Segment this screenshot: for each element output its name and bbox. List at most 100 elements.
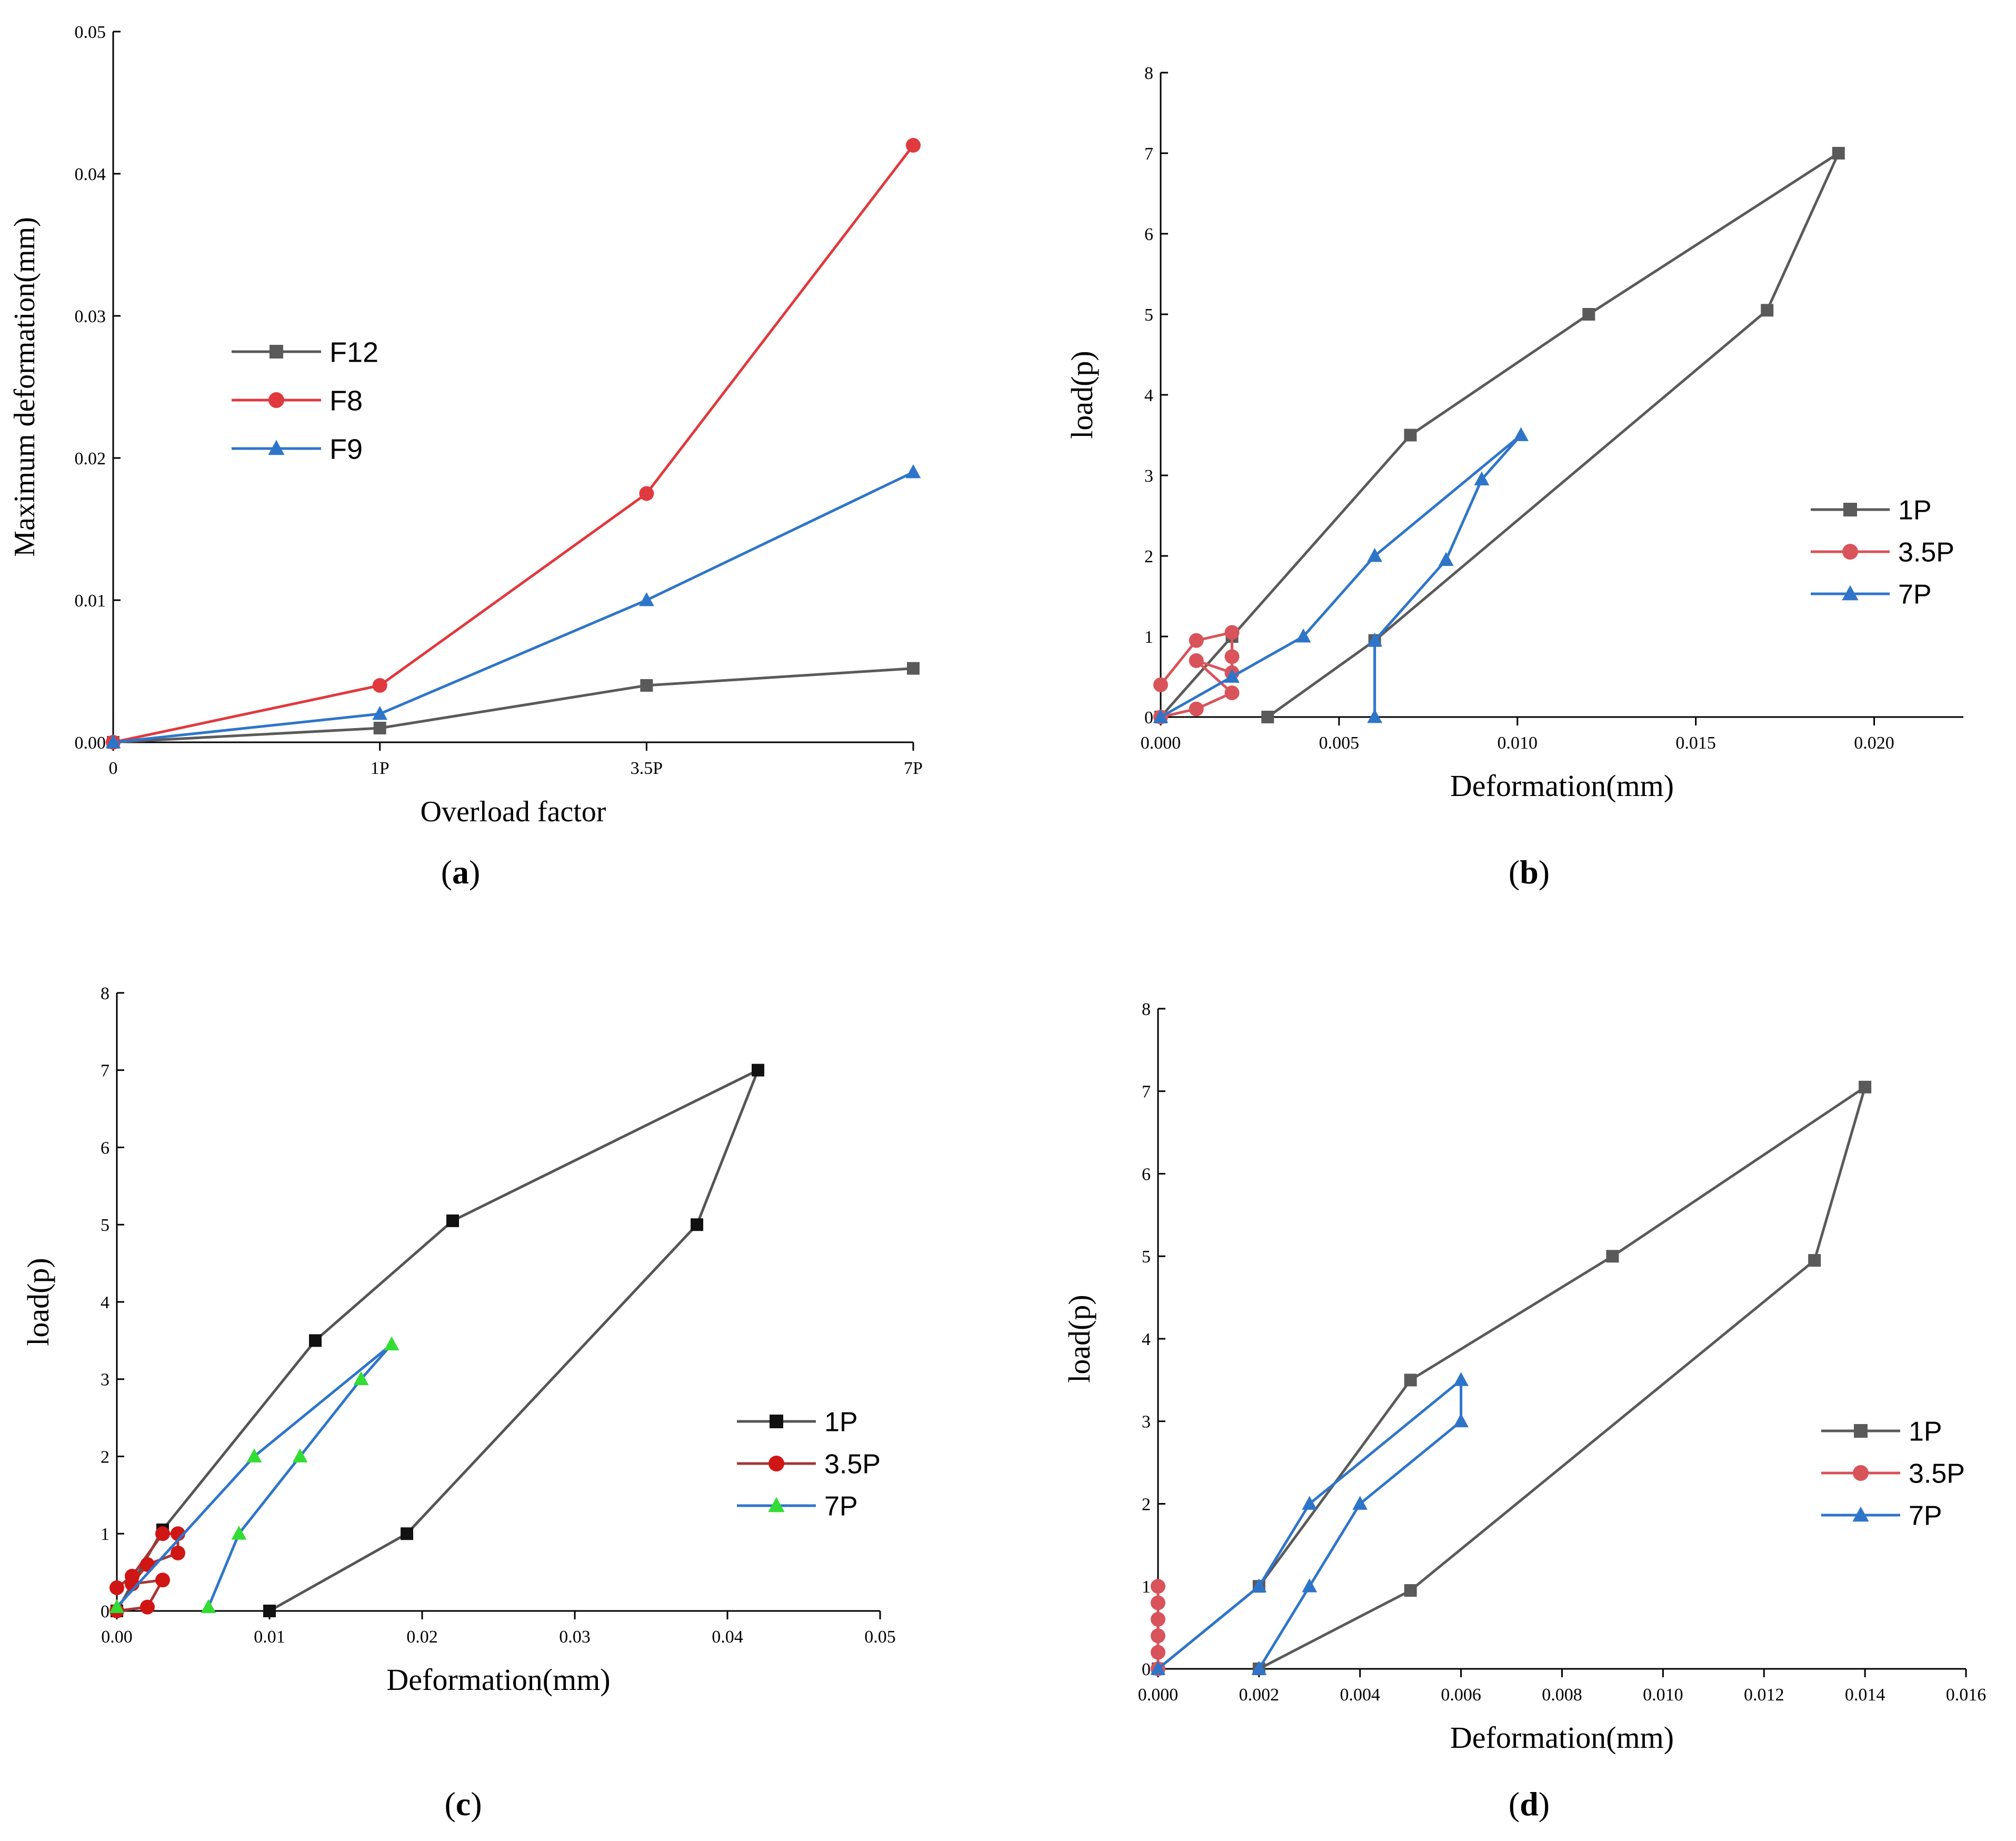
x-tick-label: 0.012 bbox=[1744, 1685, 1784, 1705]
legend: 1P 3.5P 7P bbox=[1811, 495, 1954, 610]
x-tick-label: 0.02 bbox=[406, 1627, 438, 1647]
panel-label: (b) bbox=[1509, 853, 1550, 891]
y-tick-label: 1 bbox=[101, 1525, 109, 1544]
series-7p bbox=[1153, 427, 1529, 723]
y-tick-label: 5 bbox=[101, 1216, 109, 1235]
data-point bbox=[263, 1605, 276, 1617]
legend-label: 1P bbox=[1909, 1417, 1942, 1447]
legend-label: 7P bbox=[1898, 580, 1932, 610]
legend: 1P 3.5P 7P bbox=[737, 1407, 881, 1522]
legend-label: F9 bbox=[330, 433, 363, 465]
chart-b: 0 1 2 3 4 5 6 7 8 0.000 0.005 0.010 0.015 0.020 Deform… bbox=[1065, 64, 1963, 891]
x-axis-label: Overload factor bbox=[421, 795, 606, 828]
x-tick-label: 7P bbox=[904, 759, 923, 778]
data-point bbox=[1474, 471, 1490, 485]
data-point bbox=[109, 1599, 125, 1614]
chart-c: 0 1 2 3 4 5 6 7 8 0.00 0.01 0.02 0.03 0.04 0.05 Deforma… bbox=[21, 984, 896, 1823]
x-axis-label: Deformation(mm) bbox=[386, 1663, 610, 1697]
legend-marker bbox=[769, 1456, 784, 1471]
y-tick-label: 0.05 bbox=[75, 23, 106, 42]
data-point bbox=[353, 1371, 369, 1386]
legend-marker bbox=[270, 345, 283, 359]
data-point bbox=[1189, 633, 1204, 648]
data-point bbox=[1224, 669, 1240, 683]
x-tick-label: 0.010 bbox=[1643, 1685, 1683, 1705]
y-tick-label: 4 bbox=[101, 1293, 109, 1312]
legend-marker bbox=[1853, 1465, 1869, 1481]
data-point bbox=[1251, 1578, 1267, 1593]
series-7p bbox=[1150, 1372, 1469, 1675]
legend-marker bbox=[770, 1415, 783, 1428]
data-point bbox=[231, 1526, 247, 1540]
chart-d: 0 1 2 3 4 5 6 7 8 0.000 0.002 0.004 0.006 0.008 0.010 0… bbox=[1062, 1000, 1986, 1823]
series-line bbox=[1157, 1378, 1463, 1670]
y-tick-label: 6 bbox=[1144, 225, 1153, 244]
data-point bbox=[1832, 147, 1845, 160]
data-point bbox=[446, 1214, 459, 1227]
y-tick-label: 7 bbox=[1142, 1082, 1151, 1102]
data-point bbox=[1189, 701, 1204, 717]
data-point bbox=[907, 662, 920, 675]
data-point bbox=[1438, 552, 1454, 566]
data-point bbox=[201, 1599, 216, 1614]
data-point bbox=[640, 679, 653, 692]
legend-marker bbox=[268, 440, 285, 455]
legend: F12 F8 F9 bbox=[232, 336, 378, 465]
legend-marker bbox=[768, 1497, 785, 1512]
data-point bbox=[372, 705, 388, 720]
data-point bbox=[105, 734, 121, 749]
y-axis-label: load(p) bbox=[1062, 1295, 1096, 1383]
legend-marker bbox=[1843, 503, 1857, 516]
data-point bbox=[1453, 1413, 1469, 1428]
data-point bbox=[1151, 1645, 1165, 1660]
series-7p bbox=[109, 1336, 400, 1614]
data-point bbox=[1404, 1374, 1417, 1387]
y-tick-label: 7 bbox=[101, 1061, 109, 1081]
data-point bbox=[905, 464, 921, 479]
data-point bbox=[373, 722, 386, 734]
data-point bbox=[401, 1527, 413, 1540]
data-point bbox=[1151, 1579, 1165, 1594]
y-tick-label: 4 bbox=[1142, 1330, 1151, 1349]
data-point bbox=[1761, 304, 1774, 317]
x-tick-label: 0.000 bbox=[1138, 1685, 1179, 1705]
y-axis-label: load(p) bbox=[21, 1258, 55, 1346]
y-tick-label: 2 bbox=[1142, 1495, 1151, 1514]
x-tick-label: 3.5P bbox=[631, 759, 663, 778]
legend: 1P 3.5P 7P bbox=[1821, 1417, 1965, 1531]
x-tick-label: 0.04 bbox=[712, 1627, 743, 1647]
x-tick-label: 0.020 bbox=[1854, 733, 1894, 753]
y-tick-label: 2 bbox=[1144, 547, 1153, 566]
y-axis-label: Maximum deformation(mm) bbox=[8, 217, 41, 556]
data-point bbox=[1153, 677, 1168, 692]
panel-label: (c) bbox=[444, 1785, 482, 1823]
panel-label: (a) bbox=[441, 853, 481, 891]
series-line bbox=[113, 667, 914, 744]
data-point bbox=[1224, 685, 1240, 701]
legend-marker bbox=[1854, 1424, 1868, 1438]
legend-label: 1P bbox=[1898, 495, 1932, 526]
series-line bbox=[1160, 152, 1840, 719]
data-point bbox=[292, 1448, 308, 1462]
panel-label: (d) bbox=[1509, 1785, 1550, 1823]
legend-label: 3.5P bbox=[1898, 538, 1954, 568]
data-point bbox=[1367, 548, 1383, 562]
legend-marker bbox=[268, 392, 284, 408]
x-tick-label: 0.000 bbox=[1141, 733, 1181, 753]
series-line bbox=[115, 1069, 760, 1613]
x-tick-label: 0.004 bbox=[1340, 1685, 1381, 1705]
x-axis-label: Deformation(mm) bbox=[1450, 1720, 1674, 1755]
chart-a: 0.00 0.01 0.02 0.03 0.04 0.05 0 1P 3.5P 7P Overloa… bbox=[8, 23, 923, 891]
data-point bbox=[752, 1063, 764, 1077]
y-axis-label: load(p) bbox=[1065, 351, 1099, 439]
series-1p bbox=[111, 1063, 764, 1617]
data-point bbox=[1261, 711, 1274, 723]
data-point bbox=[639, 486, 654, 501]
data-point bbox=[906, 138, 921, 153]
data-point bbox=[1404, 1584, 1417, 1597]
y-tick-label: 0 bbox=[101, 1602, 109, 1621]
data-point bbox=[1153, 709, 1169, 723]
data-point bbox=[246, 1448, 262, 1462]
axes: 0 1 2 3 4 5 6 7 8 0.00 0.01 0.02 0.03 0.04 0.05 bbox=[101, 984, 896, 1647]
